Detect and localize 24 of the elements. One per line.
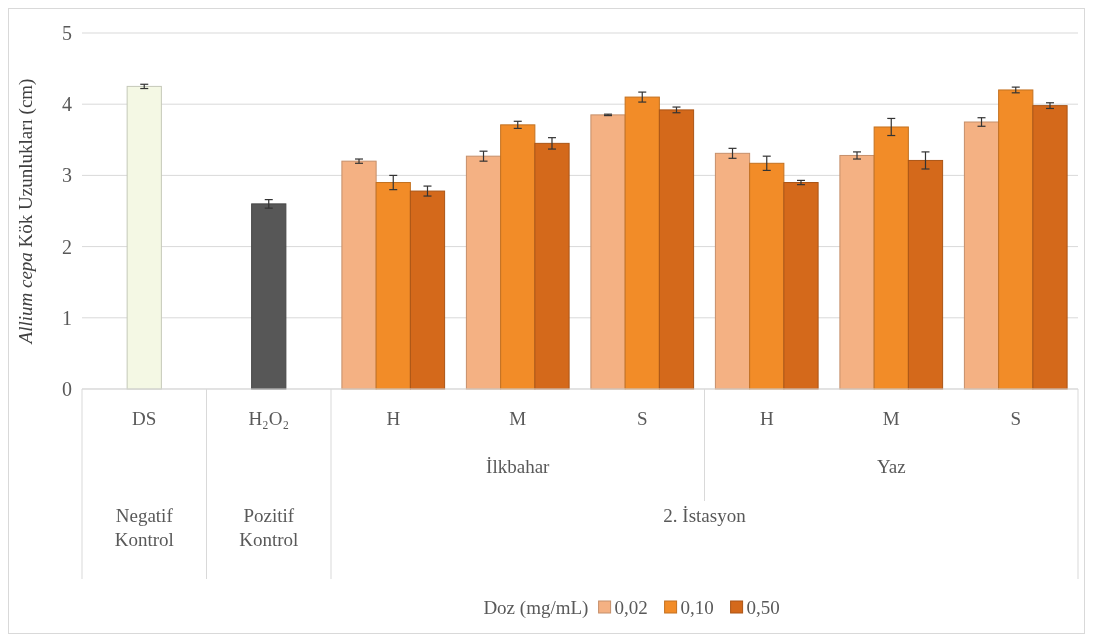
text: 2. İstasyon bbox=[663, 505, 747, 526]
legend-title: Doz (mg/mL) bbox=[483, 596, 589, 619]
x-tick-label: M bbox=[509, 408, 527, 429]
legend-label: 0,10 bbox=[680, 596, 714, 618]
x-tick-label: S bbox=[636, 408, 648, 429]
text: Negatif Kontrol bbox=[114, 505, 174, 550]
legend-label: 0,50 bbox=[746, 596, 780, 618]
y-tick-label: 4 bbox=[62, 93, 72, 116]
y-tick-label: 3 bbox=[62, 164, 72, 187]
x-tick-label: M bbox=[882, 408, 900, 429]
y-axis-title: Allium cepa Kök Uzunlukları (cm) bbox=[15, 78, 37, 346]
x-tick-label: S bbox=[1010, 408, 1022, 429]
legend-label: 0,02 bbox=[614, 596, 648, 618]
y-tick-label: 2 bbox=[62, 235, 72, 258]
text: Pozitif Kontrol bbox=[239, 505, 299, 550]
text: İlkbahar bbox=[486, 456, 551, 477]
x-tick-label: H bbox=[386, 408, 401, 429]
y-tick-label: 5 bbox=[62, 22, 72, 44]
text: Yaz bbox=[876, 456, 906, 477]
y-tick-label: 0 bbox=[62, 378, 72, 400]
y-tick-label: 1 bbox=[62, 306, 72, 329]
x-tick-label: H bbox=[759, 408, 774, 429]
x-tick-label: H₂O₂ bbox=[248, 408, 290, 429]
x-tick-label: DS bbox=[132, 408, 157, 429]
